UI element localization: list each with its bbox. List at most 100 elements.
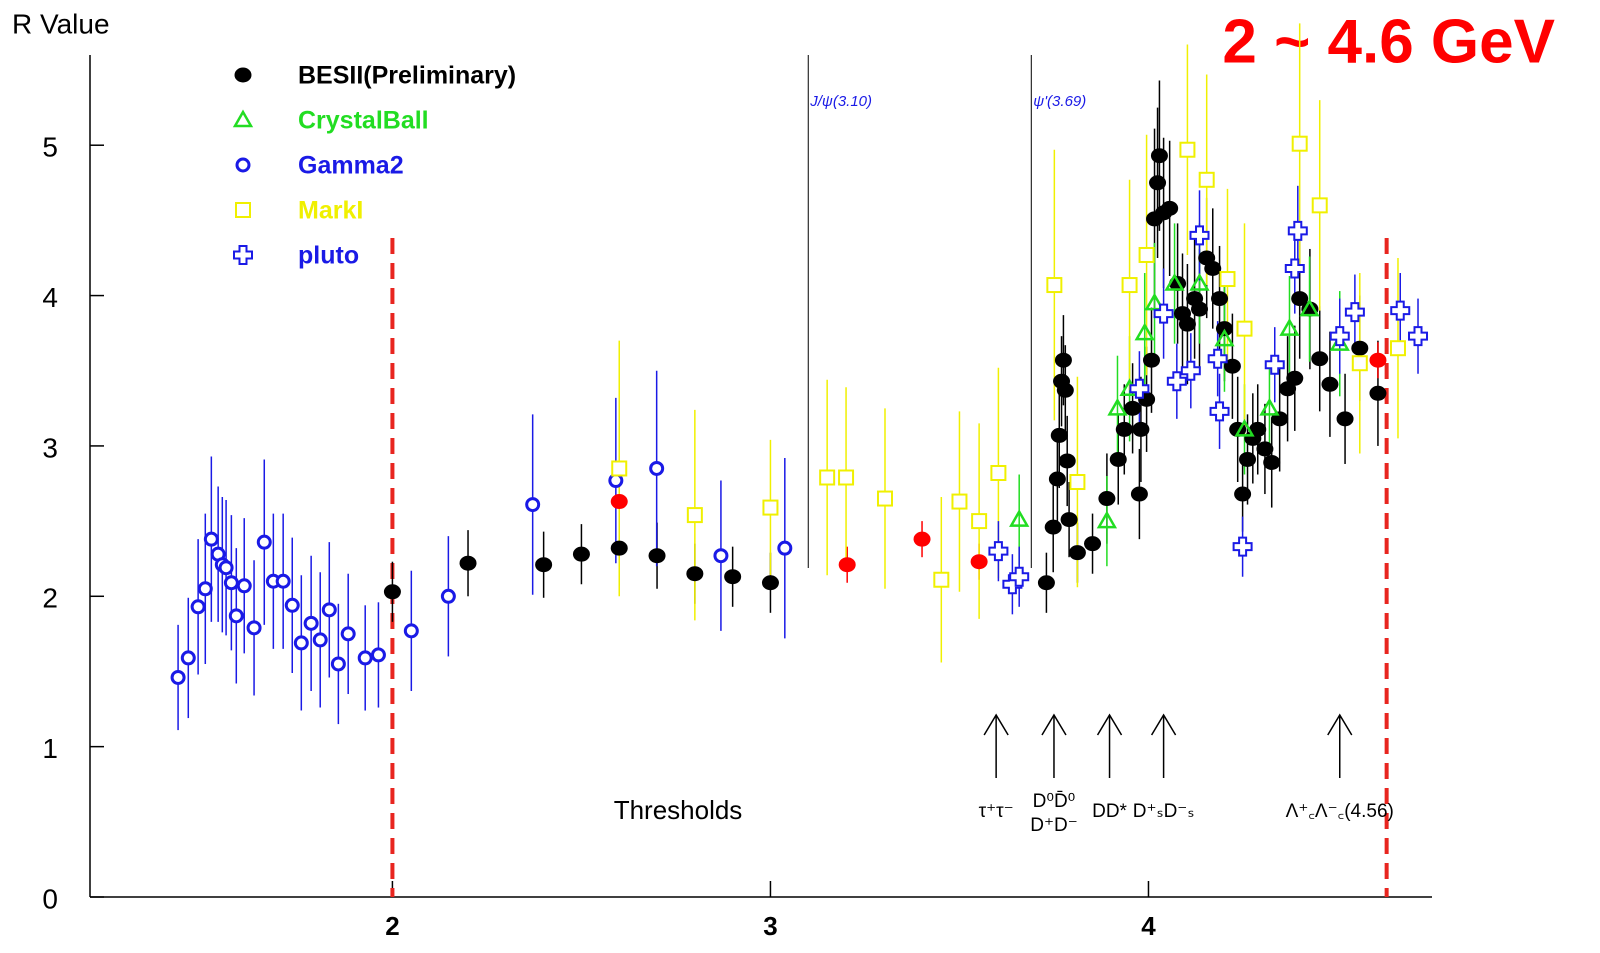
threshold-label: Λ⁺꜀Λ⁻꜀(4.56) — [1286, 801, 1394, 822]
point — [246, 620, 262, 636]
point — [340, 626, 356, 642]
point — [1239, 451, 1257, 467]
point — [1389, 340, 1406, 357]
point — [1259, 397, 1280, 416]
y-tick-label: 1 — [42, 733, 58, 764]
legend-label: pluto — [298, 242, 359, 270]
point — [180, 650, 196, 666]
point — [1046, 277, 1063, 294]
arrow-head — [1327, 713, 1353, 736]
point — [1107, 397, 1128, 416]
point — [1291, 291, 1309, 307]
point — [777, 540, 793, 556]
point — [1211, 291, 1229, 307]
point — [762, 499, 779, 516]
point — [951, 493, 968, 510]
point — [686, 507, 703, 524]
arrow-head — [983, 713, 1009, 736]
y-tick-label: 0 — [42, 883, 58, 914]
point — [1180, 360, 1201, 381]
resonance-label: ψ'(3.69) — [1033, 93, 1086, 110]
point — [1150, 148, 1168, 164]
point — [293, 635, 309, 651]
point — [1048, 471, 1066, 487]
arrow-head — [1150, 713, 1177, 736]
y-axis-label: R Value — [12, 8, 110, 39]
point — [1138, 246, 1155, 263]
point — [610, 494, 628, 510]
point — [1044, 519, 1062, 535]
legend-marker — [235, 157, 251, 173]
point — [1189, 225, 1210, 246]
legend-marker — [235, 202, 251, 218]
point — [1234, 418, 1255, 437]
point — [1336, 411, 1354, 427]
point — [1390, 300, 1411, 321]
point — [1291, 135, 1308, 152]
point — [1219, 271, 1236, 288]
point — [988, 541, 1009, 562]
point — [611, 460, 628, 477]
arrow-head — [1096, 713, 1123, 736]
point — [1299, 298, 1320, 317]
point — [236, 578, 252, 594]
point — [440, 588, 456, 604]
point — [1207, 348, 1228, 369]
point — [223, 575, 239, 591]
y-tick-label: 4 — [42, 282, 58, 313]
point — [1178, 316, 1196, 332]
point — [1009, 509, 1030, 527]
point — [1153, 303, 1174, 324]
point — [357, 650, 373, 666]
point — [1009, 566, 1030, 587]
point — [256, 534, 272, 550]
point — [312, 632, 328, 648]
point — [1058, 453, 1076, 469]
point — [1060, 512, 1078, 528]
chart-title: 2 ~ 4.6 GeV — [1222, 7, 1555, 76]
point — [1311, 351, 1329, 367]
point — [330, 656, 346, 672]
point — [1264, 354, 1285, 375]
point — [1179, 141, 1196, 158]
point — [933, 571, 950, 588]
point — [724, 569, 742, 585]
point — [203, 531, 219, 547]
point — [1209, 401, 1230, 422]
point — [1068, 545, 1086, 561]
point — [1215, 321, 1233, 337]
point — [1286, 370, 1304, 386]
point — [990, 464, 1007, 481]
point — [1232, 536, 1253, 557]
point — [525, 497, 541, 513]
point — [1329, 326, 1350, 347]
points — [170, 135, 1429, 685]
arrow-head — [1041, 713, 1067, 736]
point — [170, 669, 186, 685]
point — [572, 546, 590, 562]
legend-label: Gamma2 — [298, 152, 404, 180]
y-tick-label: 2 — [42, 583, 58, 614]
point — [686, 566, 704, 582]
point — [1098, 491, 1116, 507]
point — [1236, 320, 1253, 337]
threshold-label: D⁺ₛD⁻ₛ — [1133, 801, 1195, 822]
legend-marker — [234, 67, 252, 83]
point — [1344, 302, 1365, 323]
point — [1144, 292, 1165, 311]
threshold-label: D⁰D̄⁰ — [1033, 791, 1076, 812]
point — [1050, 427, 1068, 443]
thresholds-label: Thresholds — [614, 795, 743, 825]
point — [1056, 382, 1074, 398]
point — [1263, 454, 1281, 470]
point — [190, 599, 206, 615]
point — [1130, 486, 1148, 502]
point — [228, 608, 244, 624]
point — [1301, 301, 1319, 317]
legend-marker — [232, 109, 254, 128]
point — [535, 557, 553, 573]
point — [1284, 258, 1305, 279]
point — [1214, 328, 1235, 347]
point — [1084, 536, 1102, 552]
